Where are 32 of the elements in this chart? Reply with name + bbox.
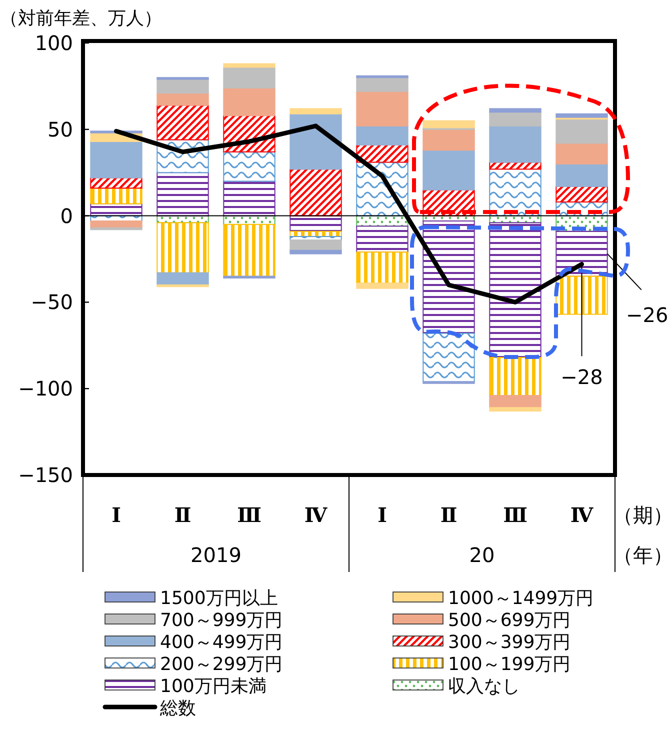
legend-label: 収入なし: [448, 676, 520, 697]
annotation: 2019: [190, 543, 242, 567]
xtick: Ⅱ: [174, 503, 192, 527]
legend-label: 1500万円以上: [160, 588, 278, 609]
xtick: Ⅲ: [503, 503, 528, 527]
legend-label: 200～299万円: [160, 654, 283, 675]
ytick: −100: [18, 376, 73, 401]
ytick: −50: [30, 290, 73, 314]
legend-label: 総数: [160, 698, 196, 719]
ytick: 100: [34, 31, 73, 55]
xtick: Ⅳ: [570, 503, 594, 527]
ytick: −150: [18, 463, 73, 487]
annotation: （年）: [613, 543, 669, 567]
legend-label: 700～999万円: [160, 610, 283, 631]
legend-label: 100万円未満: [160, 676, 266, 697]
ytick: 50: [48, 117, 73, 142]
annotation: −26: [626, 303, 668, 327]
legend-label: 1000～1499万円: [448, 588, 594, 609]
legend-label: 100～199万円: [448, 654, 571, 675]
legend-label: 500～699万円: [448, 610, 571, 631]
legend-label: 300～399万円: [448, 632, 571, 653]
xtick: Ⅳ: [304, 503, 328, 527]
xtick: Ⅱ: [440, 503, 458, 527]
ytick: 0: [60, 204, 73, 228]
ylabel: （対前年差、万人）: [0, 8, 162, 29]
annotation: −28: [560, 365, 603, 390]
xtick: Ⅰ: [112, 503, 121, 527]
annotation: 20: [469, 543, 495, 567]
xtick: Ⅰ: [378, 503, 387, 527]
legend-label: 400～499万円: [160, 632, 283, 653]
xlabel: （期）: [613, 503, 669, 527]
xtick: Ⅲ: [237, 503, 262, 527]
